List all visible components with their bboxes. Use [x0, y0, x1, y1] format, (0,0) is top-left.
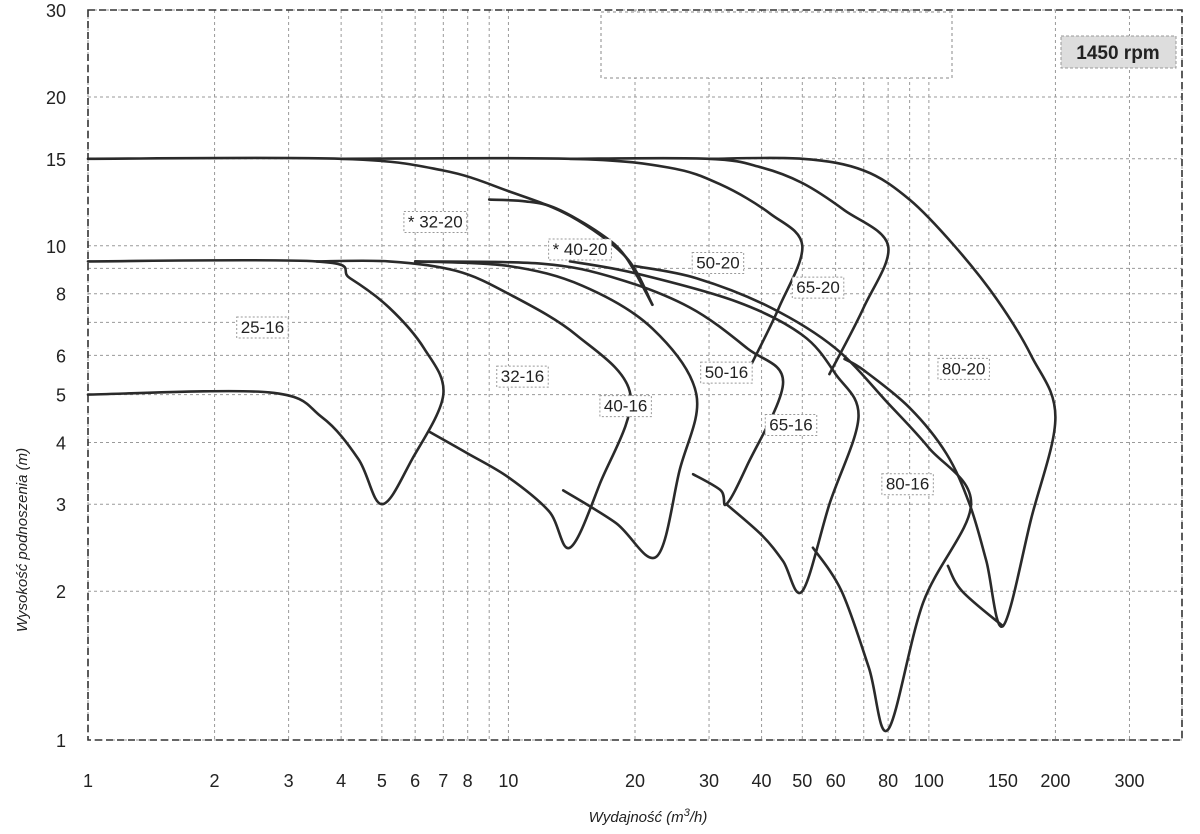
grid-lines: [87, 9, 1183, 741]
curve-label-text: 65-20: [796, 278, 839, 297]
curve-label-box: [691, 252, 745, 275]
curve-label-box: [236, 316, 289, 339]
x-tick-label: 20: [625, 771, 645, 791]
x-tick-label: 300: [1114, 771, 1144, 791]
curve-40-16: [413, 260, 699, 560]
y-tick-label: 5: [56, 386, 66, 406]
curve-label-65-20: 65-20: [791, 276, 845, 299]
curve-label-text: 40-16: [604, 397, 647, 416]
x-tick-label: 1: [83, 771, 93, 791]
curve-label-text: 32-16: [501, 367, 544, 386]
x-tick-label: 3: [284, 771, 294, 791]
x-tick-label: 80: [878, 771, 898, 791]
y-tick-label: 4: [56, 433, 66, 453]
curve-label-text: * 40-20: [553, 240, 608, 259]
curve-label-text: 25-16: [241, 318, 284, 337]
x-tick-label: 200: [1040, 771, 1070, 791]
speed-badge-box: [1060, 35, 1177, 69]
x-tick-label: 40: [752, 771, 772, 791]
curve-label-box: [937, 357, 990, 380]
y-tick-label: 30: [46, 1, 66, 21]
x-tick-label: 7: [438, 771, 448, 791]
curve-25-16: [86, 258, 445, 506]
curve-label-65-16: 65-16: [764, 413, 818, 436]
x-tick-label: 4: [336, 771, 346, 791]
curve-65-16: [568, 260, 860, 595]
curve-label-text: 65-16: [769, 415, 812, 434]
curve-label-40-16: 40-16: [599, 395, 652, 418]
y-axis-title: Wysokość podnoszenia (m): [14, 448, 31, 632]
y-tick-label: 8: [56, 285, 66, 305]
curve-32-20: [86, 156, 654, 306]
y-tick-label: 2: [56, 582, 66, 602]
x-tick-label: 5: [377, 771, 387, 791]
y-tick-label: 20: [46, 88, 66, 108]
curve-80-16: [633, 264, 973, 733]
curve-label-box: [764, 413, 818, 436]
curve-label-32-16: 32-16: [496, 365, 549, 388]
curve-label-box: [881, 473, 934, 496]
curve-label-box: [599, 395, 652, 418]
x-axis-title-sup: 3: [684, 807, 691, 819]
curve-32-16: [315, 259, 633, 550]
x-tick-label: 10: [498, 771, 518, 791]
y-tick-label: 3: [56, 495, 66, 515]
curve-label-40-20: * 40-20: [548, 238, 612, 261]
curve-segment-11: [946, 564, 1005, 628]
x-tick-label: 6: [410, 771, 420, 791]
curve-label-box: [700, 361, 753, 384]
x-tick-label: 30: [699, 771, 719, 791]
y-tick-label: 1: [56, 731, 66, 751]
x-axis-title: Wydajność (m3/h): [589, 807, 708, 826]
curve-label-box: [403, 210, 468, 233]
speed-badge-text: 1450 rpm: [1076, 43, 1159, 64]
speed-badge: 1450 rpm: [1060, 35, 1177, 69]
x-tick-label: 60: [826, 771, 846, 791]
curve-50-20: [339, 156, 804, 364]
y-tick-label: 15: [46, 150, 66, 170]
curve-label-box: [791, 276, 845, 299]
x-tick-label: 100: [914, 771, 944, 791]
curve-80-20: [707, 156, 1057, 628]
legend-placeholder-box: [600, 11, 953, 79]
curve-label-text: 80-20: [942, 359, 985, 378]
x-axis-title-main: Wydajność (m: [589, 809, 684, 826]
curve-label-25-16: 25-16: [236, 316, 289, 339]
x-axis-title-tail: /h): [689, 809, 708, 826]
curve-labels: 25-16 32-16 40-16 50-16 65-16 80-16 * 32-20 * 4…: [236, 210, 990, 496]
y-tick-label: 6: [56, 346, 66, 366]
x-tick-label: 150: [988, 771, 1018, 791]
curve-65-20: [568, 156, 890, 376]
curve-40-20: [487, 198, 654, 306]
plot-frame: [87, 9, 1183, 741]
curve-label-50-16: 50-16: [700, 361, 753, 384]
curve-label-text: 80-16: [886, 475, 929, 494]
curve-label-text: 50-16: [705, 363, 748, 382]
curve-label-32-20: * 32-20: [403, 210, 468, 233]
y-tick-label: 10: [46, 237, 66, 257]
curve-label-text: 50-20: [696, 254, 739, 273]
curve-label-50-20: 50-20: [691, 252, 745, 275]
x-tick-label: 2: [210, 771, 220, 791]
curve-label-80-20: 80-20: [937, 357, 990, 380]
x-tick-label: 50: [792, 771, 812, 791]
curve-label-box: [496, 365, 549, 388]
axis-ticks: 1 2 3 4 5 6 7 8 10 20 30 40 50 60 80 100 150 200 300123456…: [46, 1, 1145, 791]
curve-label-text: * 32-20: [408, 212, 463, 231]
curve-label-80-16: 80-16: [881, 473, 934, 496]
x-tick-label: 8: [463, 771, 473, 791]
curve-label-box: [548, 238, 612, 261]
pump-curves: [86, 156, 1057, 733]
